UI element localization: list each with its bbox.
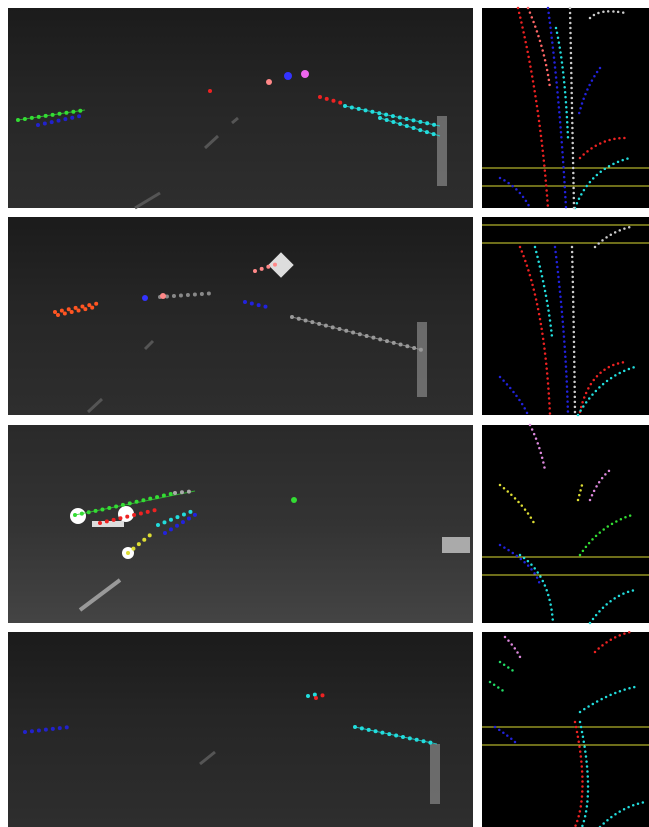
page	[0, 0, 649, 827]
reflector-post	[417, 322, 427, 397]
row-1	[8, 8, 649, 208]
row-4	[8, 632, 649, 827]
row-2	[8, 217, 649, 415]
headlight	[70, 508, 86, 524]
point	[266, 79, 272, 85]
point	[142, 295, 148, 301]
camera-frame	[8, 217, 473, 415]
reflector-post	[430, 744, 440, 804]
camera-frame	[8, 8, 473, 208]
point	[284, 72, 292, 80]
road-sign	[442, 537, 470, 553]
camera-frame	[8, 425, 473, 623]
row-3	[8, 425, 649, 623]
reflector-post	[437, 116, 447, 186]
figure	[0, 0, 649, 827]
camera-frame	[8, 632, 473, 827]
point	[301, 70, 309, 78]
point	[291, 497, 297, 503]
bev-panel	[482, 632, 649, 827]
point	[160, 293, 166, 299]
